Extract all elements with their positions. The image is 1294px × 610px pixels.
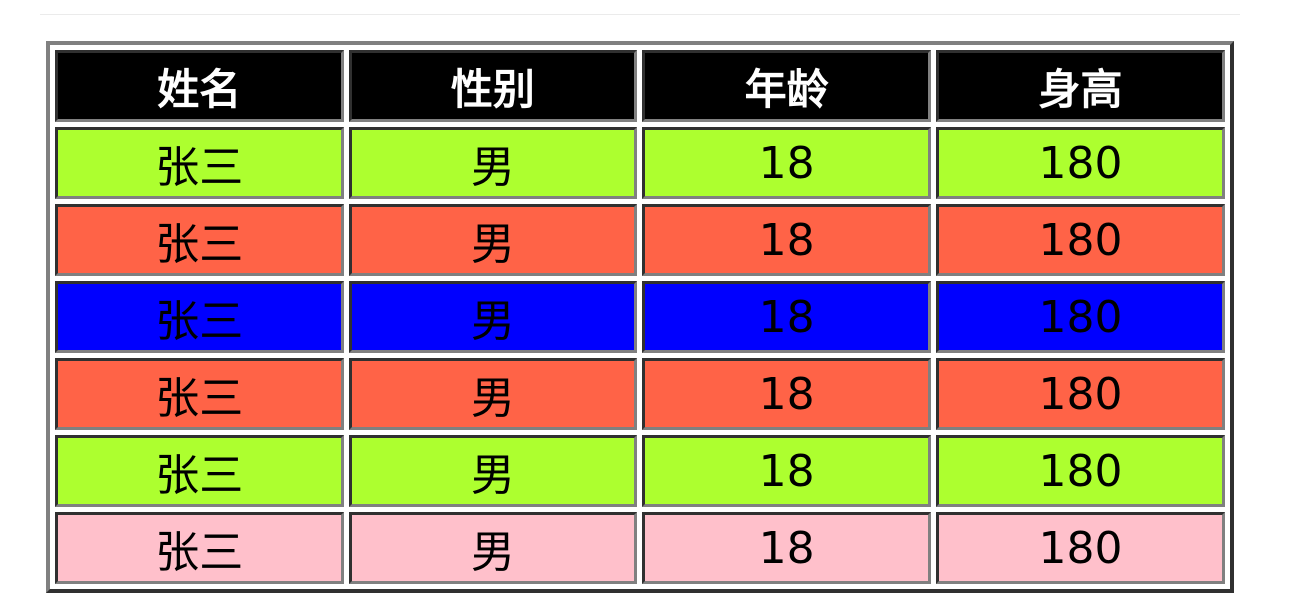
table-row: 张三男 18 180 (55, 512, 1225, 584)
column-header: 身高 (935, 50, 1225, 122)
data-table: 姓名 性别 年龄 身高 张三男 18 180 张三男 18 180 张三男 18 180 张三男 18 18… (46, 41, 1234, 593)
table-cell: 男 (348, 204, 638, 276)
table-cell: 男 (348, 512, 638, 584)
table-cell: 18 (642, 281, 931, 353)
table-cell: 180 (935, 204, 1225, 276)
table-cell: 18 (642, 358, 931, 430)
table-cell: 180 (935, 127, 1225, 199)
table-row: 张三男 18 180 (55, 358, 1225, 430)
table-cell: 18 (642, 204, 931, 276)
column-header: 年龄 (642, 50, 931, 122)
table-row: 张三男 18 180 (55, 435, 1225, 507)
table-cell: 张三 (55, 281, 344, 353)
table-cell: 18 (642, 127, 931, 199)
table-cell: 张三 (55, 512, 344, 584)
table-container: 姓名 性别 年龄 身高 张三男 18 180 张三男 18 180 张三男 18 180 张三男 18 18… (46, 41, 1234, 601)
column-header: 姓名 (55, 50, 344, 122)
table-cell: 男 (348, 281, 638, 353)
table-row: 张三男 18 180 (55, 204, 1225, 276)
header-row: 姓名 性别 年龄 身高 (55, 50, 1225, 122)
table-cell: 180 (935, 281, 1225, 353)
table-cell: 男 (348, 127, 638, 199)
divider (40, 14, 1240, 15)
table-cell: 180 (935, 512, 1225, 584)
column-header: 性别 (348, 50, 638, 122)
table-cell: 180 (935, 435, 1225, 507)
table-cell: 张三 (55, 127, 344, 199)
table-cell: 张三 (55, 435, 344, 507)
table-cell: 男 (348, 358, 638, 430)
table-cell: 180 (935, 358, 1225, 430)
table-cell: 18 (642, 512, 931, 584)
table-cell: 18 (642, 435, 931, 507)
table-cell: 张三 (55, 204, 344, 276)
table-cell: 男 (348, 435, 638, 507)
table-cell: 张三 (55, 358, 344, 430)
table-row: 张三男 18 180 (55, 281, 1225, 353)
table-row: 张三男 18 180 (55, 127, 1225, 199)
